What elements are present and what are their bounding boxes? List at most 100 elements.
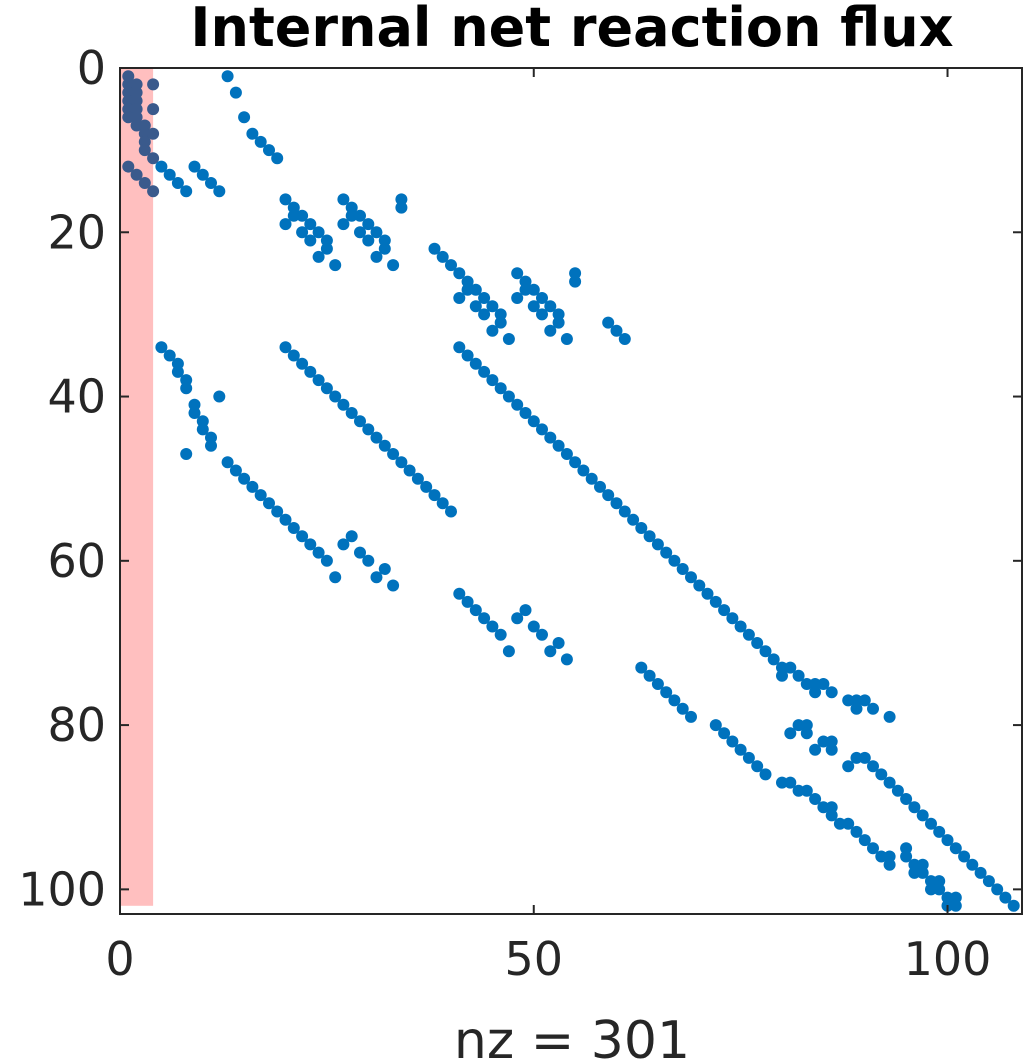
highlight-band — [120, 68, 154, 906]
data-point — [602, 489, 615, 502]
data-point — [354, 415, 366, 428]
data-point — [792, 784, 805, 797]
data-point — [395, 201, 408, 214]
x-tick-label: 100 — [904, 932, 992, 986]
data-point — [138, 127, 151, 140]
data-point — [453, 267, 466, 280]
data-point — [618, 333, 631, 345]
data-point — [825, 735, 838, 748]
data-point — [1007, 899, 1020, 912]
data-point — [453, 341, 466, 354]
data-point — [403, 464, 416, 477]
data-point — [925, 883, 937, 896]
data-point — [205, 177, 217, 189]
data-point — [147, 78, 160, 91]
data-point — [246, 127, 259, 140]
axes-frame — [119, 67, 1023, 915]
data-point — [188, 398, 201, 411]
data-point — [362, 423, 375, 436]
data-point — [378, 234, 391, 247]
data-point — [354, 546, 366, 559]
x-axis: 0 50 100 — [105, 68, 991, 986]
data-point — [842, 817, 855, 830]
data-point — [825, 801, 838, 814]
data-point — [718, 604, 731, 617]
data-point — [171, 357, 184, 370]
data-point — [122, 86, 135, 99]
data-point — [676, 563, 689, 575]
data-point — [925, 817, 937, 830]
data-point — [196, 168, 209, 181]
data-point — [536, 292, 548, 304]
data-point — [486, 374, 499, 387]
data-point — [974, 866, 987, 879]
data-point — [221, 70, 234, 83]
data-point — [287, 522, 300, 534]
data-point — [519, 604, 532, 617]
data-point — [461, 283, 474, 296]
data-point — [370, 571, 383, 584]
data-point — [395, 456, 408, 469]
data-point — [875, 850, 888, 863]
data-point — [246, 480, 259, 493]
data-point — [138, 144, 151, 157]
x-tick-label: 50 — [504, 932, 563, 986]
data-point — [817, 801, 830, 814]
data-point — [163, 168, 176, 181]
data-point — [296, 357, 309, 370]
data-point — [668, 554, 681, 567]
data-point — [387, 448, 400, 460]
data-point — [825, 809, 838, 822]
data-point — [147, 127, 160, 140]
data-point — [345, 209, 358, 222]
data-point — [494, 316, 507, 329]
data-point — [263, 497, 275, 510]
data-point — [312, 374, 325, 387]
data-point — [130, 94, 143, 107]
data-point — [850, 751, 863, 764]
y-tick-label: 40 — [47, 370, 106, 424]
data-point — [809, 793, 822, 805]
data-point — [817, 735, 830, 748]
data-point — [196, 423, 209, 436]
data-point — [941, 891, 954, 904]
data-point — [279, 513, 292, 526]
data-point — [180, 185, 193, 198]
data-point — [544, 431, 557, 444]
data-point — [569, 275, 582, 288]
data-point — [337, 218, 350, 231]
data-point — [958, 850, 971, 863]
data-point — [254, 135, 267, 148]
data-point — [329, 571, 342, 584]
data-point — [469, 357, 482, 370]
data-point — [933, 825, 946, 838]
data-point — [519, 283, 532, 296]
data-point — [329, 259, 342, 272]
data-point — [486, 300, 499, 313]
data-point — [138, 135, 151, 148]
data-point — [594, 480, 606, 493]
data-point — [709, 719, 722, 732]
data-point — [552, 316, 565, 329]
y-tick-label: 80 — [47, 698, 106, 752]
data-point — [420, 480, 433, 493]
points-layer — [122, 70, 1020, 912]
data-point — [436, 250, 449, 263]
data-point — [925, 875, 937, 888]
data-point — [461, 275, 474, 288]
data-point — [469, 283, 482, 296]
data-point — [263, 144, 275, 157]
data-point — [759, 645, 772, 658]
data-point — [742, 628, 755, 641]
data-point — [544, 645, 557, 658]
data-point — [552, 637, 565, 649]
data-point — [825, 686, 838, 699]
data-point — [180, 448, 193, 460]
data-point — [569, 456, 582, 469]
data-point — [610, 497, 623, 510]
data-point — [817, 678, 830, 690]
data-point — [908, 866, 921, 879]
data-point — [709, 595, 722, 608]
data-point — [527, 283, 540, 296]
data-point — [320, 382, 333, 395]
